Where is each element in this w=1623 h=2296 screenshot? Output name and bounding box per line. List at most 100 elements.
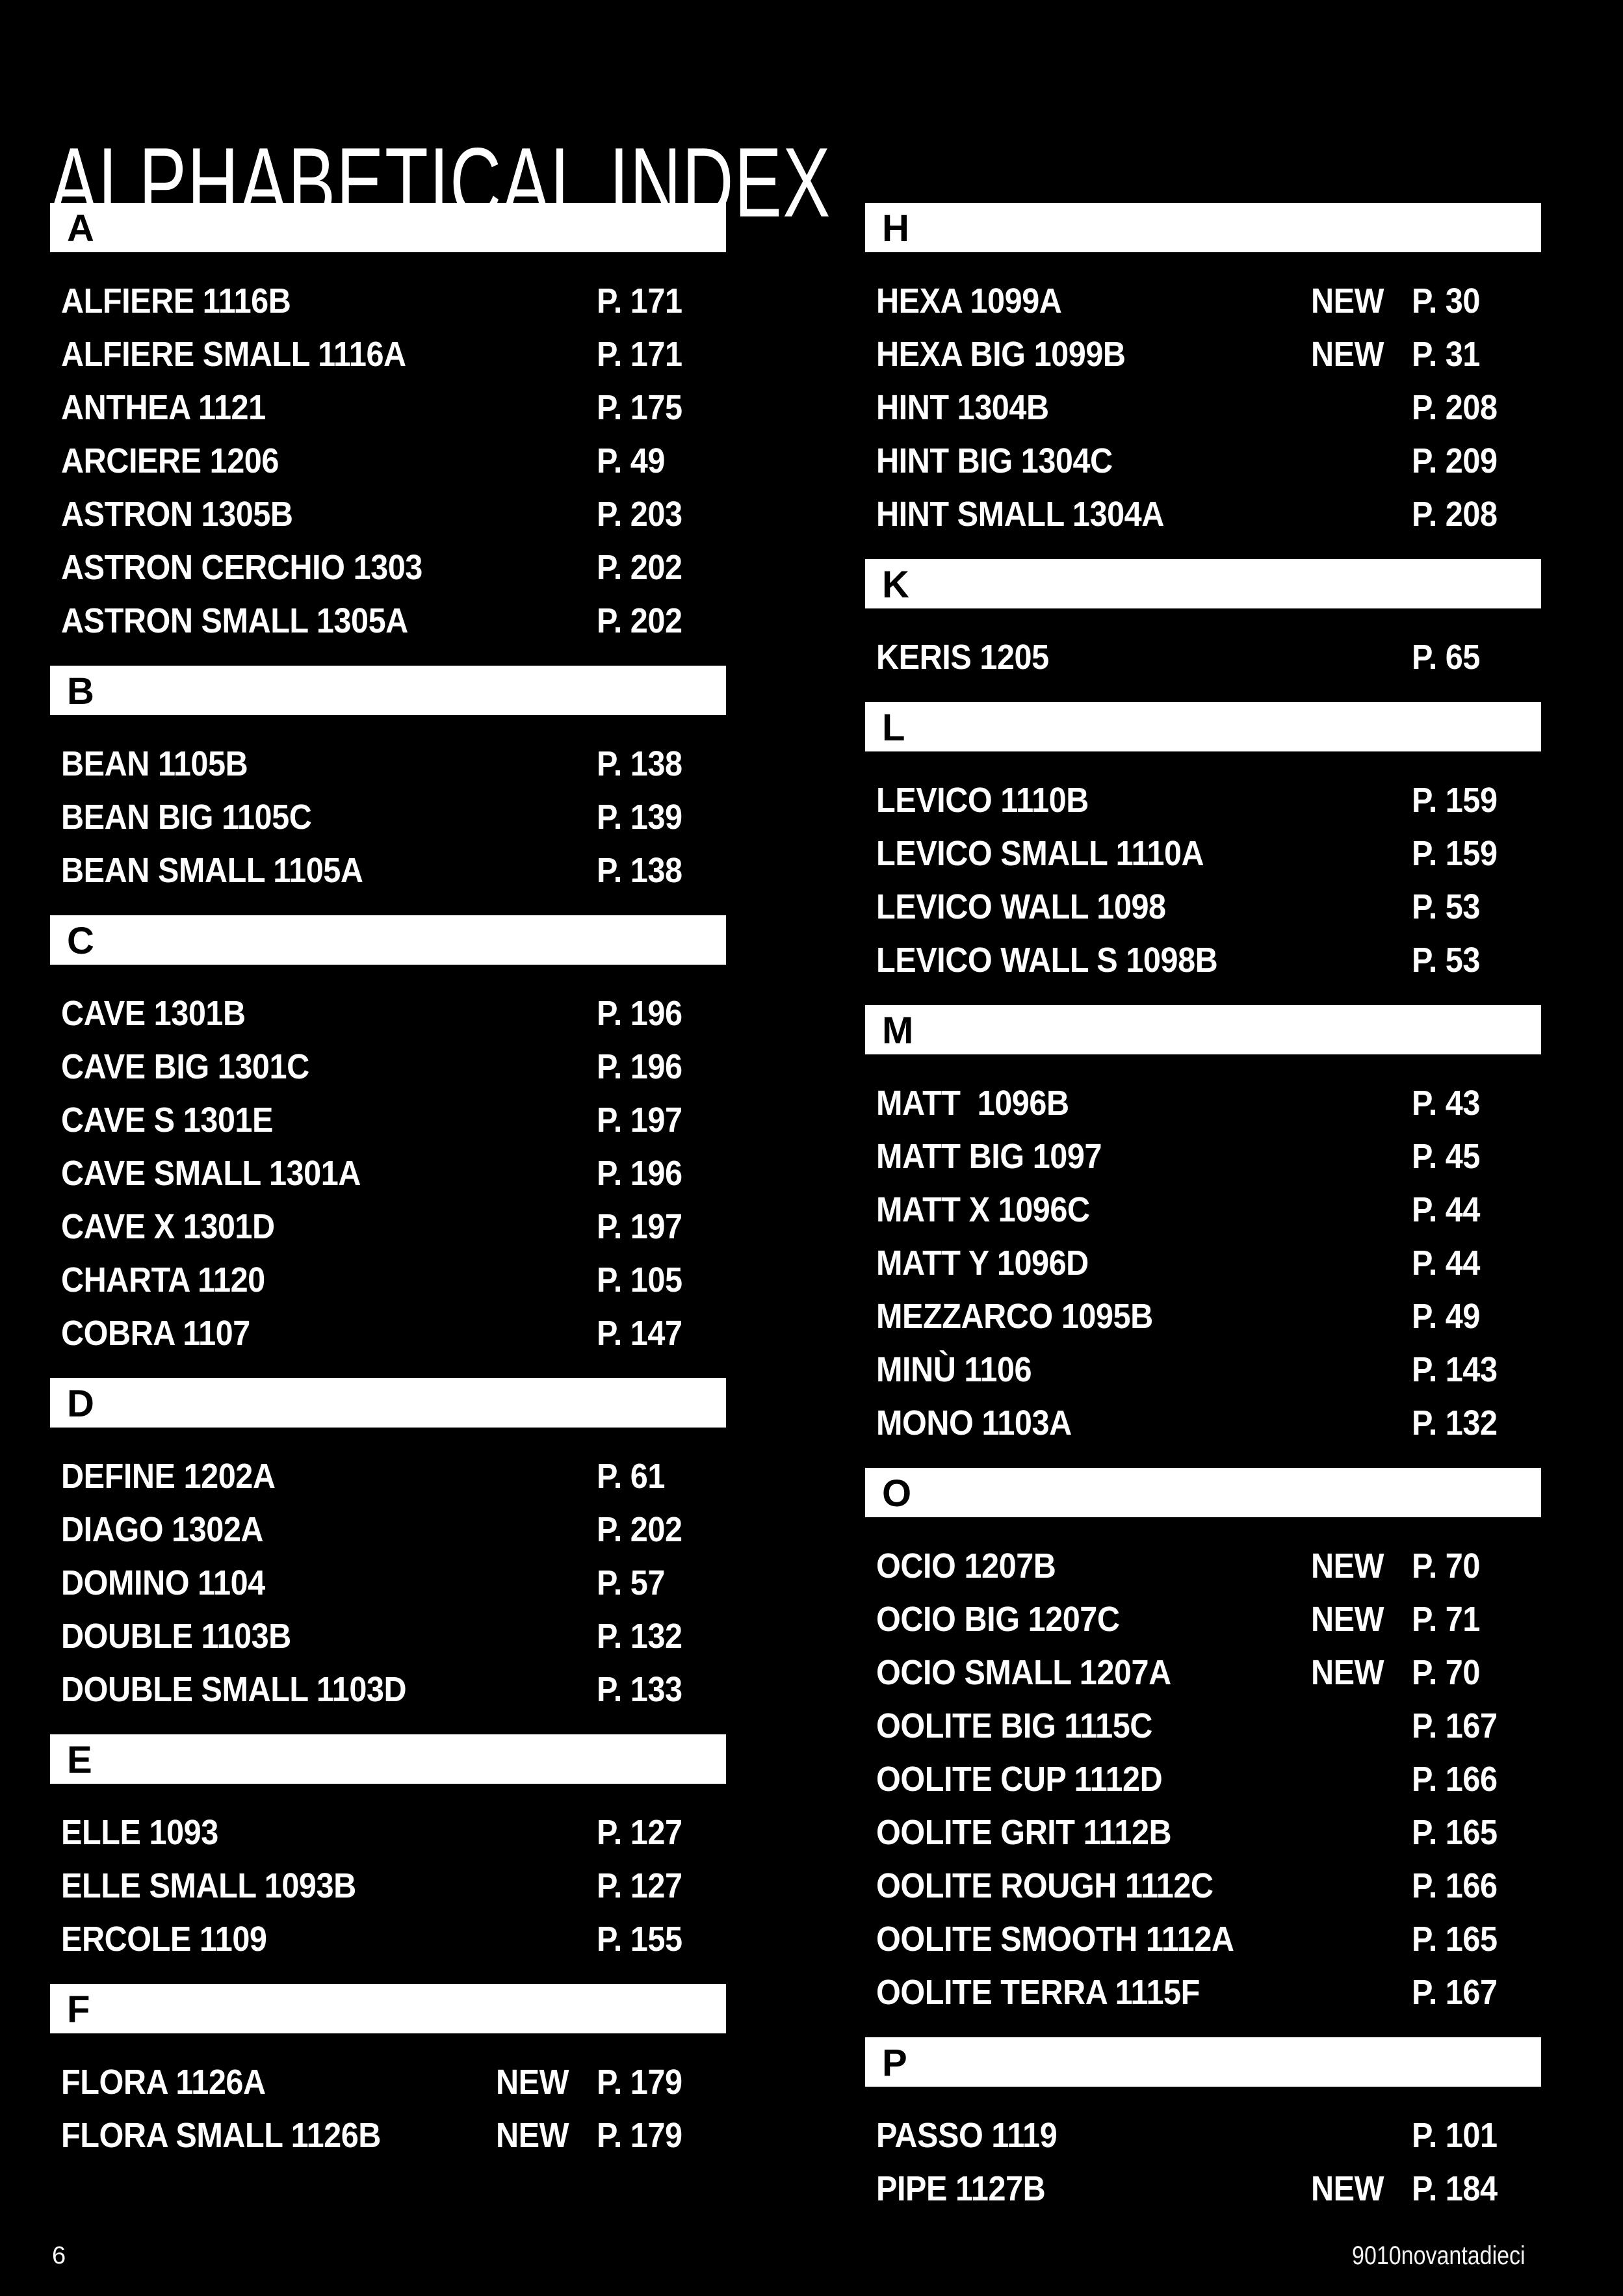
entry-page-ref: P. 196 (597, 1154, 682, 1193)
index-entry: ARCIERE 1206 P. 49 (50, 434, 726, 488)
entry-page-ref: P. 166 (1412, 1866, 1498, 1905)
section-entries: ALFIERE 1116B P. 171 ALFIERE SMALL 1116A P.… (50, 274, 726, 647)
index-entry: MONO 1103A P. 132 (865, 1396, 1541, 1450)
index-column-left: A ALFIERE 1116B P. 171 ALFIERE SMALL 1116A P… (50, 203, 726, 2180)
new-badge: NEW (1311, 1653, 1384, 1692)
index-entry: ALFIERE SMALL 1116A P. 171 (50, 328, 726, 381)
index-entry: OOLITE CUP 1112D P. 166 (865, 1753, 1541, 1806)
entry-page-ref: P. 171 (597, 335, 682, 374)
index-entry: DEFINE 1202A P. 61 (50, 1450, 726, 1503)
entry-page-ref: P. 209 (1412, 441, 1498, 480)
entry-name: FLORA SMALL 1126B (61, 2116, 381, 2155)
entry-page-ref: P. 133 (597, 1670, 682, 1709)
index-entry: ELLE 1093 P. 127 (50, 1806, 726, 1859)
entry-name: FLORA 1126A (61, 2063, 266, 2102)
entry-page-ref: P. 202 (597, 1510, 682, 1549)
entry-name: OOLITE BIG 1115C (876, 1706, 1152, 1745)
entry-name: LEVICO SMALL 1110A (876, 834, 1204, 873)
section-entries: FLORA 1126A NEW P. 179 FLORA SMALL 1126B NEW… (50, 2055, 726, 2162)
section-letter: M (882, 1010, 914, 1052)
entry-name: ERCOLE 1109 (61, 1920, 267, 1959)
index-entry: OOLITE ROUGH 1112C P. 166 (865, 1859, 1541, 1912)
entry-page-ref: P. 101 (1412, 2116, 1498, 2155)
entry-page-ref: P. 127 (597, 1813, 682, 1852)
index-entry: PASSO 1119 P. 101 (865, 2109, 1541, 2162)
index-entry: OCIO SMALL 1207A NEW P. 70 (865, 1646, 1541, 1699)
entry-page-ref: P. 197 (597, 1101, 682, 1140)
index-entry: OCIO BIG 1207C NEW P. 71 (865, 1593, 1541, 1646)
index-entry: CAVE 1301B P. 196 (50, 987, 726, 1040)
entry-name: CAVE 1301B (61, 994, 246, 1033)
new-badge: NEW (496, 2116, 569, 2155)
entry-page-ref: P. 139 (597, 798, 682, 837)
entry-page-ref: P. 159 (1412, 834, 1498, 873)
new-badge: NEW (1311, 281, 1384, 320)
index-entry: LEVICO 1110B P. 159 (865, 774, 1541, 827)
index-entry: MATT BIG 1097 P. 45 (865, 1130, 1541, 1183)
entry-name: OOLITE CUP 1112D (876, 1760, 1163, 1799)
index-entry: OOLITE SMOOTH 1112A P. 165 (865, 1912, 1541, 1966)
section-header-A: A (50, 203, 726, 252)
entry-name: ELLE SMALL 1093B (61, 1866, 356, 1905)
entry-name: BEAN BIG 1105C (61, 798, 312, 837)
entry-page-ref: P. 208 (1412, 388, 1498, 427)
section-entries: BEAN 1105B P. 138 BEAN BIG 1105C P. 139 BEAN… (50, 737, 726, 897)
section-header-B: B (50, 666, 726, 715)
index-entry: ASTRON CERCHIO 1303 P. 202 (50, 541, 726, 594)
entry-page-ref: P. 208 (1412, 495, 1498, 534)
section-letter: D (67, 1383, 94, 1425)
entry-page-ref: P. 65 (1412, 638, 1480, 677)
entry-page-ref: P. 57 (597, 1563, 665, 1602)
index-entry: FLORA SMALL 1126B NEW P. 179 (50, 2109, 726, 2162)
index-entry: ERCOLE 1109 P. 155 (50, 1912, 726, 1966)
entry-page-ref: P. 147 (597, 1314, 682, 1353)
entry-name: ASTRON CERCHIO 1303 (61, 548, 422, 587)
entry-page-ref: P. 159 (1412, 781, 1498, 820)
section-entries: MATT 1096B P. 43 MATT BIG 1097 P. 45 MATT X … (865, 1076, 1541, 1450)
entry-page-ref: P. 71 (1412, 1600, 1480, 1639)
section-header-K: K (865, 559, 1541, 608)
entry-name: HINT BIG 1304C (876, 441, 1113, 480)
entry-name: HINT SMALL 1304A (876, 495, 1164, 534)
index-entry: COBRA 1107 P. 147 (50, 1307, 726, 1360)
new-badge: NEW (1311, 2169, 1384, 2208)
new-badge: NEW (1311, 1600, 1384, 1639)
section-header-O: O (865, 1468, 1541, 1517)
entry-page-ref: P. 44 (1412, 1244, 1480, 1283)
index-entry: ASTRON SMALL 1305A P. 202 (50, 594, 726, 647)
entry-page-ref: P. 61 (597, 1457, 665, 1496)
section-letter: O (882, 1472, 912, 1515)
entry-name: CAVE S 1301E (61, 1101, 273, 1140)
entry-page-ref: P. 105 (597, 1260, 682, 1299)
section-header-E: E (50, 1734, 726, 1784)
entry-page-ref: P. 167 (1412, 1973, 1498, 2012)
entry-name: BEAN 1105B (61, 744, 248, 783)
entry-name: DOUBLE SMALL 1103D (61, 1670, 407, 1709)
entry-name: MATT X 1096C (876, 1190, 1090, 1229)
index-entry: HEXA BIG 1099B NEW P. 31 (865, 328, 1541, 381)
entry-name: DOUBLE 1103B (61, 1617, 291, 1656)
entry-name: CHARTA 1120 (61, 1260, 265, 1299)
entry-name: ASTRON SMALL 1305A (61, 601, 408, 640)
index-entry: MEZZARCO 1095B P. 49 (865, 1290, 1541, 1343)
entry-name: OOLITE ROUGH 1112C (876, 1866, 1214, 1905)
section-letter: C (67, 920, 94, 962)
entry-page-ref: P. 53 (1412, 941, 1480, 980)
entry-name: KERIS 1205 (876, 638, 1049, 677)
section-entries: ELLE 1093 P. 127 ELLE SMALL 1093B P. 127 ERC… (50, 1806, 726, 1966)
entry-page-ref: P. 197 (597, 1207, 682, 1246)
index-entry: HEXA 1099A NEW P. 30 (865, 274, 1541, 328)
entry-page-ref: P. 138 (597, 744, 682, 783)
entry-name: OOLITE SMOOTH 1112A (876, 1920, 1234, 1959)
page-number: 6 (52, 2242, 66, 2269)
entry-page-ref: P. 155 (597, 1920, 682, 1959)
entry-name: MATT BIG 1097 (876, 1137, 1102, 1176)
entry-page-ref: P. 43 (1412, 1084, 1480, 1123)
entry-name: DEFINE 1202A (61, 1457, 276, 1496)
entry-page-ref: P. 196 (597, 994, 682, 1033)
entry-name: CAVE SMALL 1301A (61, 1154, 361, 1193)
entry-page-ref: P. 179 (597, 2116, 682, 2155)
entry-page-ref: P. 202 (597, 548, 682, 587)
brand-name: 9010novantadieci (1352, 2241, 1526, 2270)
entry-name: DOMINO 1104 (61, 1563, 265, 1602)
